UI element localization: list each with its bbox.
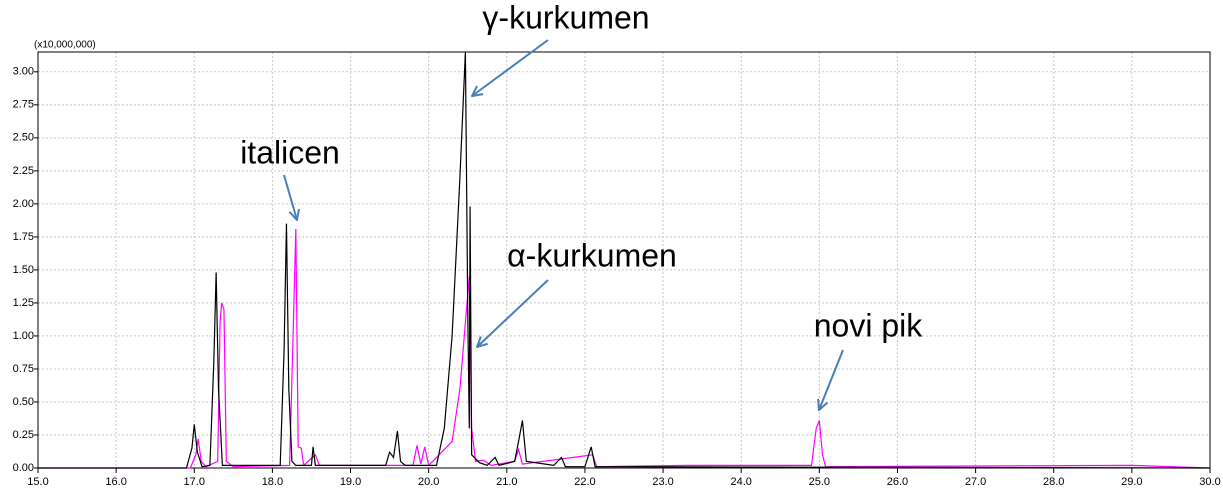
y-tick-label: 1.00 — [13, 330, 34, 342]
x-tick-label: 29.0 — [1121, 476, 1142, 488]
y-tick-label: 0.50 — [13, 396, 34, 408]
y-tick-label: 1.75 — [13, 231, 34, 243]
x-tick-label: 17.0 — [184, 476, 205, 488]
annotation: α-kurkumen — [507, 237, 677, 273]
y-tick-label: 1.50 — [13, 264, 34, 276]
y-tick-label: 0.25 — [13, 429, 34, 441]
x-tick-label: 23.0 — [652, 476, 673, 488]
x-tick-label: 24.0 — [730, 476, 751, 488]
x-tick-label: 15.0 — [27, 476, 48, 488]
x-tick-label: 30.0 — [1199, 476, 1220, 488]
annotation: italicen — [240, 134, 340, 170]
series-line — [38, 51, 1211, 469]
x-tick-label: 21.0 — [496, 476, 517, 488]
series-line — [38, 228, 1211, 469]
annotation: novi pik — [814, 307, 924, 343]
arrow — [472, 39, 549, 96]
arrow — [819, 349, 844, 410]
x-tick-label: 25.0 — [809, 476, 830, 488]
x-tick-label: 28.0 — [1043, 476, 1064, 488]
x-tick-label: 18.0 — [262, 476, 283, 488]
y-tick-label: 3.00 — [13, 66, 34, 78]
y-unit: (x10,000,000) — [34, 40, 96, 51]
x-tick-label: 26.0 — [887, 476, 908, 488]
y-tick-label: 2.25 — [13, 165, 34, 177]
x-tick-label: 16.0 — [105, 476, 126, 488]
y-tick-label: 0.00 — [13, 462, 34, 474]
y-tick-label: 2.50 — [13, 132, 34, 144]
annotation: γ-kurkumen — [482, 0, 649, 35]
x-tick-label: 22.0 — [574, 476, 595, 488]
y-tick-label: 1.25 — [13, 297, 34, 309]
plot-frame — [37, 51, 1211, 469]
y-tick-label: 2.00 — [13, 198, 34, 210]
y-tick-label: 2.75 — [13, 99, 34, 111]
x-tick-label: 27.0 — [965, 476, 986, 488]
arrow — [283, 174, 297, 220]
x-tick-label: 20.0 — [418, 476, 439, 488]
y-tick-label: 0.75 — [13, 363, 34, 375]
arrow — [477, 279, 549, 347]
x-tick-label: 19.0 — [340, 476, 361, 488]
